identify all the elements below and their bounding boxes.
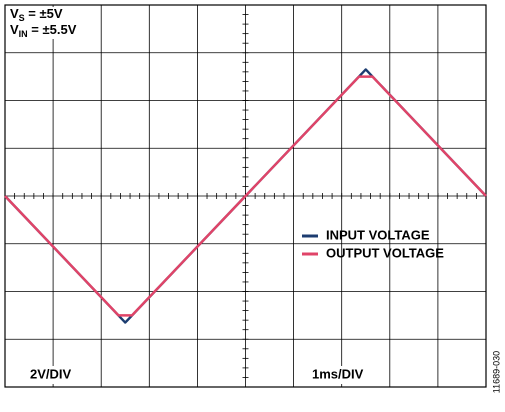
annotation-text: = ±5V [25, 6, 63, 21]
vertical-scale: 2V/DIV [30, 366, 72, 381]
annotation: VS = ±5V [10, 6, 63, 23]
annotation-bg [8, 7, 100, 23]
annotation-sub: S [19, 13, 25, 23]
label-bg [26, 366, 82, 384]
annotation-sub: IN [19, 29, 28, 39]
annotation-main: V [10, 6, 19, 21]
annotation: VIN = ±5.5V [10, 22, 77, 39]
annotation-bg [8, 23, 100, 39]
series-line [4, 75, 487, 317]
legend-label: INPUT VOLTAGE [326, 227, 430, 242]
horizontal-scale: 1ms/DIV [312, 366, 364, 381]
figure-id: 11689-030 [491, 351, 501, 393]
legend-label: OUTPUT VOLTAGE [326, 245, 444, 260]
annotation-main: V [10, 22, 19, 37]
annotation-text: = ±5.5V [28, 22, 77, 37]
label-bg [308, 366, 372, 384]
